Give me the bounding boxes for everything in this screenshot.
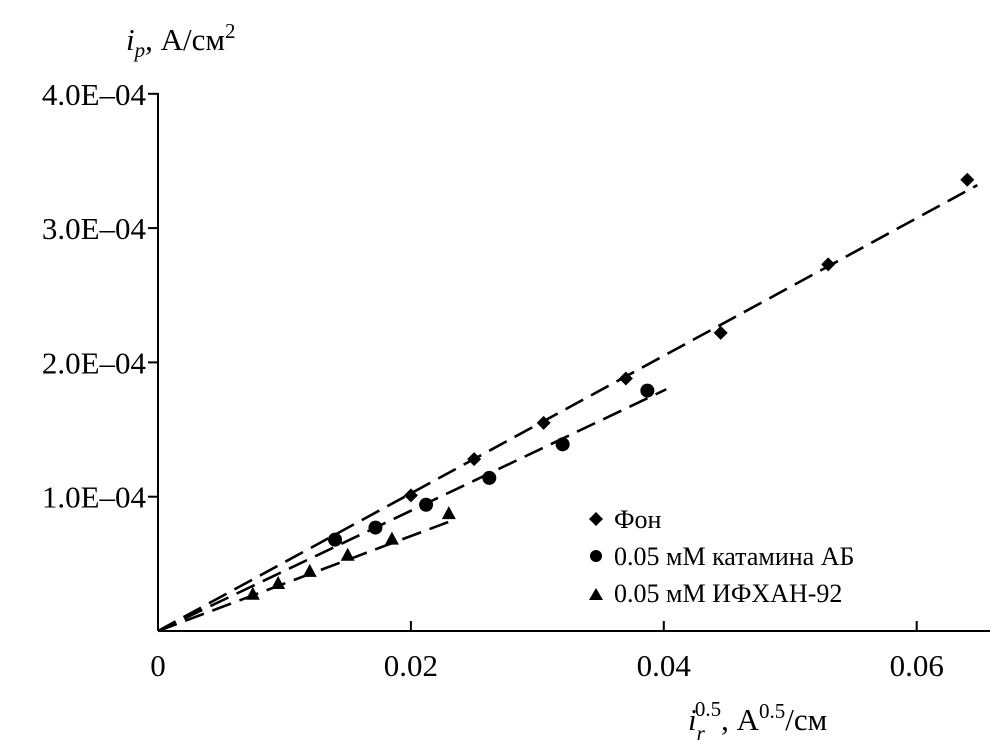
legend-label-fon: Фон bbox=[614, 505, 662, 534]
legend: Фон 0.05 мМ катамина АБ 0.05 мМ ИФХАН-92 bbox=[589, 505, 854, 608]
x-axis-label: ir0.5, А0.5/см bbox=[688, 697, 827, 745]
data-point-diamond bbox=[960, 172, 975, 187]
legend-item-fon: Фон bbox=[589, 505, 662, 534]
x-axis-label-symbol: i bbox=[688, 702, 697, 737]
legend-label-katamin: 0.05 мМ катамина АБ bbox=[614, 542, 854, 571]
y-axis-label-subscript: p bbox=[133, 38, 146, 62]
y-axis-label-unit: , А/см bbox=[145, 22, 225, 57]
data-point-diamond bbox=[618, 371, 633, 386]
x-axis-label-unit-tail: /см bbox=[785, 702, 827, 737]
y-tick-label: 3.0E–04 bbox=[42, 211, 147, 246]
y-axis-ticks: 1.0E–04 2.0E–04 3.0E–04 4.0E–04 bbox=[42, 77, 158, 515]
legend-label-ifkhan: 0.05 мМ ИФХАН-92 bbox=[614, 579, 842, 608]
data-point-diamond bbox=[403, 488, 418, 503]
data-point-triangle bbox=[441, 506, 456, 520]
y-axis-label-symbol: i bbox=[126, 22, 135, 57]
data-point-triangle bbox=[340, 547, 355, 561]
x-axis-label-unit: , А bbox=[721, 702, 760, 737]
y-axis-label-superscript: 2 bbox=[225, 19, 236, 43]
data-point-circle bbox=[482, 470, 497, 485]
legend-marker-circle bbox=[590, 550, 602, 562]
data-point-diamond bbox=[536, 415, 551, 430]
data-point-diamond bbox=[713, 325, 728, 340]
legend-item-katamin: 0.05 мМ катамина АБ bbox=[590, 542, 854, 571]
y-tick-label: 1.0E–04 bbox=[42, 480, 147, 515]
data-points bbox=[245, 172, 975, 600]
y-tick-label: 4.0E–04 bbox=[42, 77, 147, 112]
data-point-circle bbox=[555, 437, 570, 452]
fit-lines bbox=[157, 183, 979, 633]
x-tick-label: 0.06 bbox=[890, 648, 944, 683]
y-axis-label: ip, А/см2 bbox=[126, 19, 236, 62]
fit-line-series-0 bbox=[157, 183, 979, 633]
x-axis-label-subscript: r bbox=[697, 721, 706, 745]
data-point-circle bbox=[640, 383, 655, 398]
x-tick-label: 0.04 bbox=[637, 648, 692, 683]
data-point-triangle bbox=[384, 531, 399, 545]
x-tick-label: 0 bbox=[150, 648, 166, 683]
data-point-circle bbox=[419, 497, 434, 512]
legend-marker-diamond bbox=[589, 512, 603, 526]
x-axis-label-superscript: 0.5 bbox=[695, 697, 721, 721]
data-point-diamond bbox=[821, 257, 836, 272]
y-tick-label: 2.0E–04 bbox=[42, 345, 147, 380]
data-point-circle bbox=[328, 532, 343, 547]
legend-item-ifkhan: 0.05 мМ ИФХАН-92 bbox=[589, 579, 842, 608]
data-point-triangle bbox=[271, 575, 286, 589]
data-point-triangle bbox=[245, 586, 260, 600]
x-axis-ticks: 0 0.02 0.04 0.06 bbox=[150, 621, 944, 683]
data-point-diamond bbox=[467, 452, 482, 467]
legend-marker-triangle bbox=[589, 588, 603, 600]
data-point-triangle bbox=[302, 563, 317, 577]
data-point-circle bbox=[368, 520, 383, 535]
fit-line-series-1 bbox=[157, 388, 667, 633]
x-axis-label-unit-superscript: 0.5 bbox=[759, 699, 785, 723]
x-tick-label: 0.02 bbox=[384, 648, 438, 683]
